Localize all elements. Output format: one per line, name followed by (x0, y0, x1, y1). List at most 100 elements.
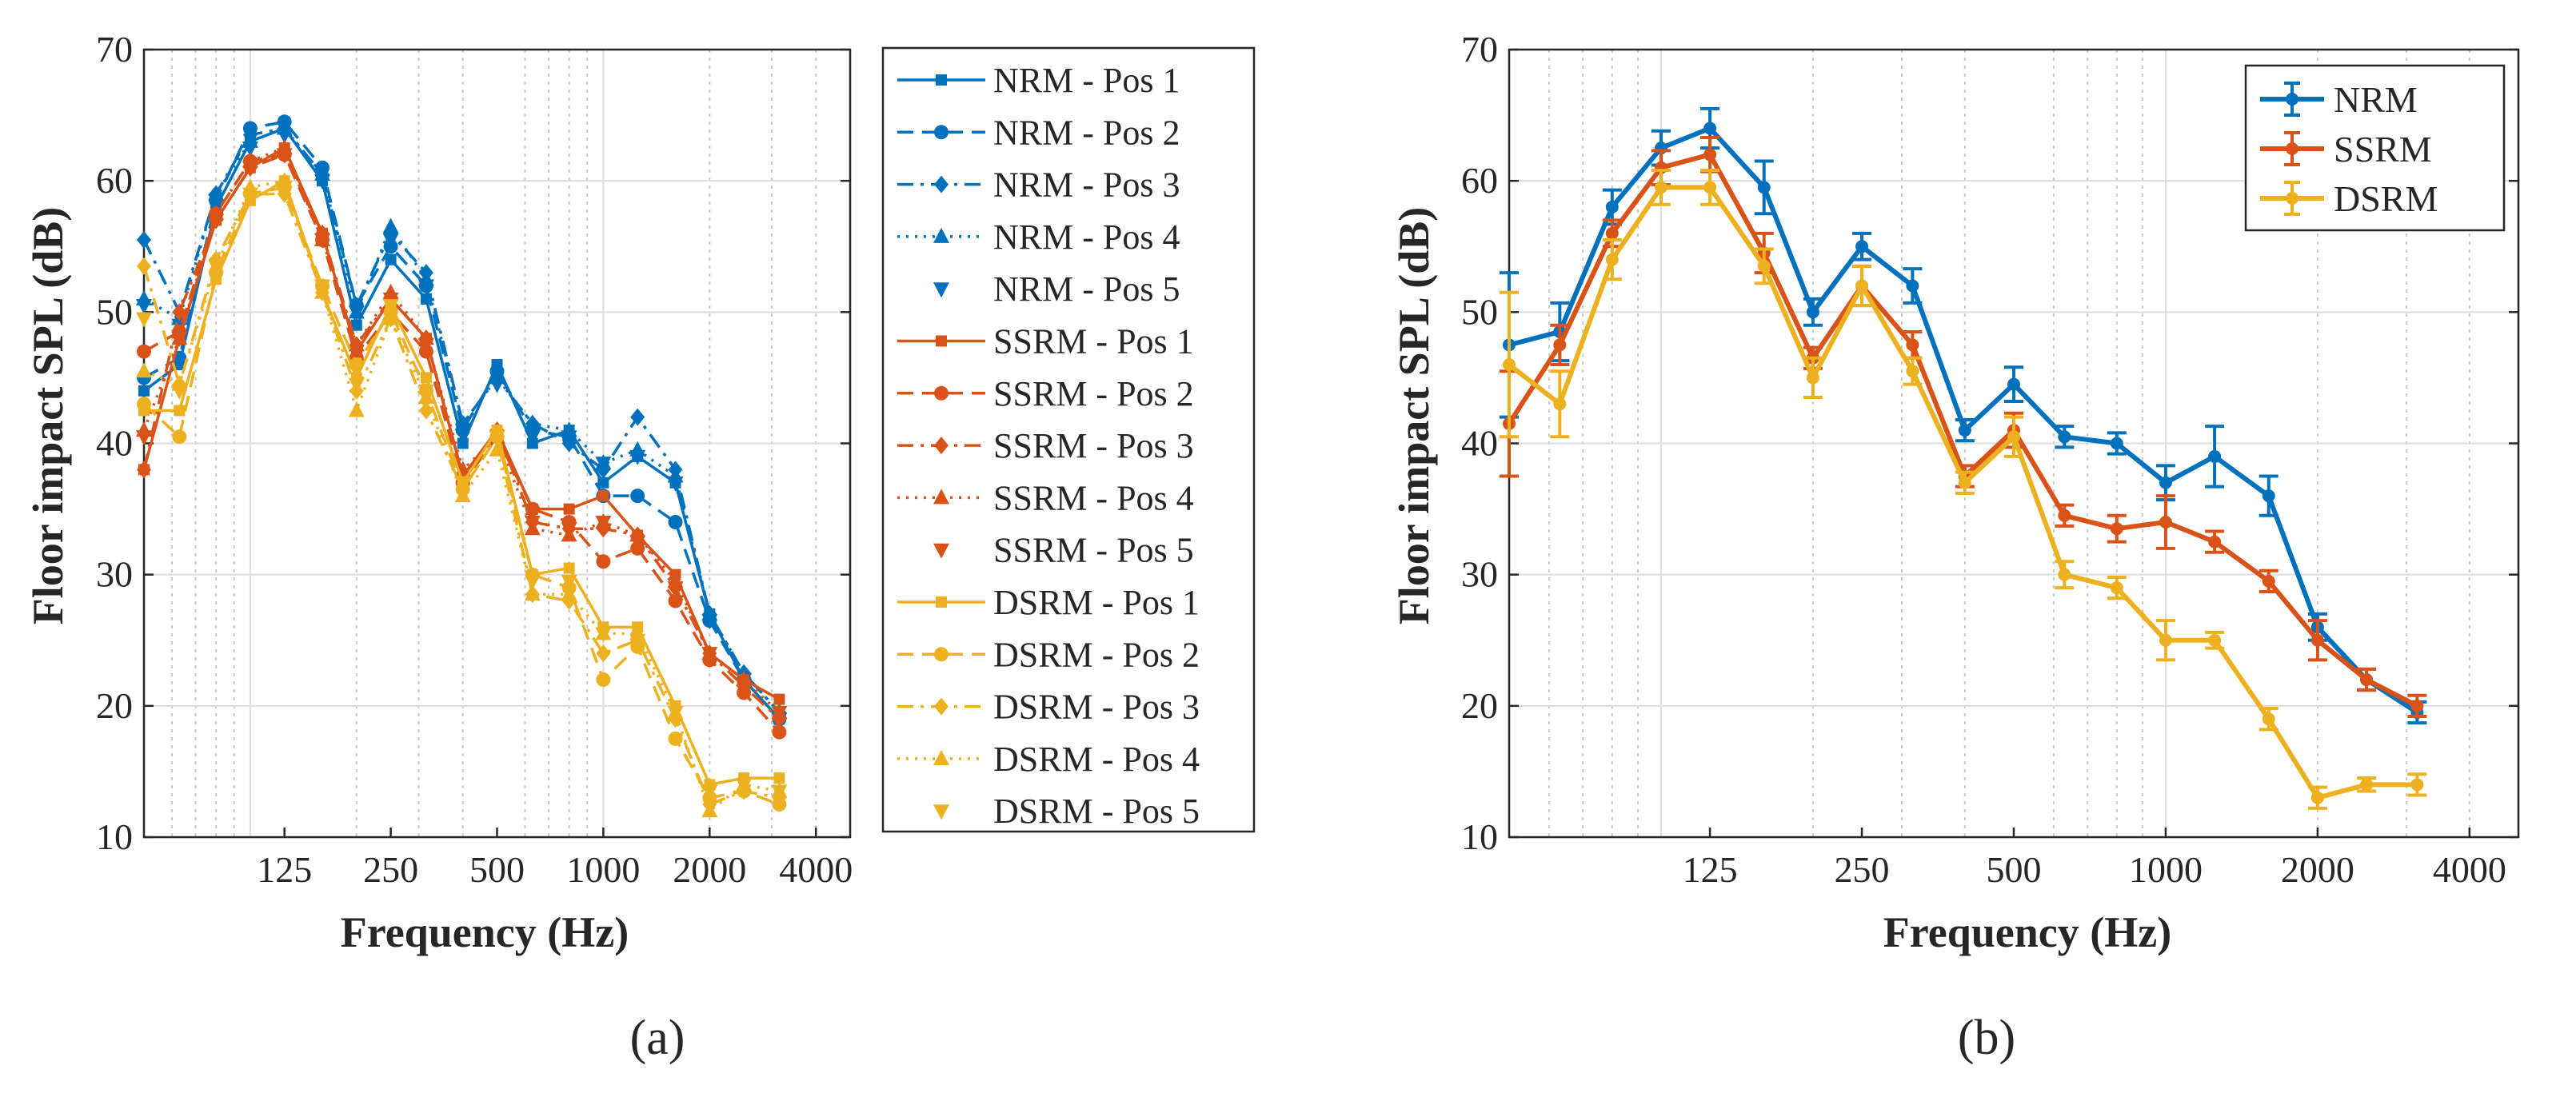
panel-b-ytick-label: 70 (1461, 29, 1498, 70)
data-point (417, 279, 434, 295)
data-point (595, 457, 612, 473)
data-point (136, 299, 152, 315)
panel-a: Floor impact SPL (dB) Frequency (Hz) (a) (24, 207, 685, 1065)
panel-a-xlabel: Frequency (Hz) (341, 908, 629, 956)
data-point (563, 503, 575, 515)
data-point (2262, 574, 2275, 588)
data-point (736, 680, 753, 696)
data-point (2159, 476, 2172, 489)
panel-a-sublabel: (a) (630, 1011, 685, 1065)
panel-b-sublabel: (b) (1958, 1011, 2015, 1065)
data-point (561, 522, 577, 538)
data-point (2110, 437, 2123, 450)
data-point (489, 441, 505, 457)
panel-a-xtick-label: 250 (363, 849, 418, 890)
panel-a-ytick-label: 10 (96, 816, 133, 857)
data-point (382, 217, 399, 233)
legend-entry: SSRM (2260, 129, 2432, 170)
data-point (417, 338, 434, 354)
data-point (382, 309, 399, 325)
data-point (314, 174, 331, 190)
panel-a-ylabel: Floor impact SPL (dB) (24, 207, 72, 625)
legend-entry: NRM - Pos 3 (897, 166, 1180, 205)
data-point (348, 377, 365, 393)
data-point (668, 731, 683, 746)
data-point (667, 476, 684, 492)
panel-b-xtick-label: 4000 (2433, 849, 2506, 890)
data-point (348, 305, 365, 321)
legend-marker (933, 543, 949, 559)
data-point (596, 554, 611, 569)
panel-b-xtick-label: 2000 (2281, 849, 2354, 890)
data-point (1703, 122, 1717, 135)
data-point (629, 535, 646, 551)
legend-label: NRM - Pos 4 (993, 217, 1180, 257)
legend-entry: DSRM - Pos 1 (897, 583, 1200, 622)
data-point (701, 784, 718, 800)
data-point (2208, 633, 2222, 647)
data-point (595, 627, 612, 643)
legend-entry: SSRM - Pos 2 (897, 374, 1194, 413)
data-point (171, 332, 188, 348)
data-point (314, 279, 331, 295)
data-point (1553, 338, 1567, 352)
data-point (736, 778, 753, 794)
panel-b-ytick-label: 60 (1461, 160, 1498, 201)
panel-a-plot: 10 20 30 40 50 60 70 125 250 500 1000 2000 4000 (96, 29, 853, 890)
panel-b-xtick-label: 500 (1987, 849, 2042, 890)
data-point (2110, 522, 2123, 536)
data-point (454, 487, 471, 503)
legend-label: SSRM - Pos 3 (993, 426, 1194, 465)
data-point (595, 516, 612, 531)
data-point (1906, 338, 1919, 352)
legend-marker (933, 227, 949, 243)
legend-entry: NRM - Pos 2 (897, 113, 1180, 152)
panel-a-ytick-label: 40 (96, 423, 133, 464)
data-point (349, 357, 364, 372)
data-point (561, 430, 577, 446)
legend-label: NRM (2334, 79, 2418, 120)
data-point (172, 303, 187, 321)
legend-label: SSRM - Pos 1 (993, 322, 1194, 361)
data-point (137, 461, 151, 479)
legend-box (881, 46, 1256, 833)
data-point (242, 142, 258, 158)
data-point (524, 430, 541, 446)
panel-b-ytick-label: 20 (1461, 685, 1498, 726)
data-point (524, 516, 541, 531)
legend-marker (933, 282, 949, 298)
data-point (1703, 181, 1717, 194)
panel-a-series-nrm-pos-5 (136, 128, 788, 728)
data-point (242, 161, 258, 177)
data-point (2208, 449, 2222, 463)
legend-marker (933, 489, 949, 505)
data-point (172, 429, 187, 445)
legend-label: NRM - Pos 2 (993, 113, 1180, 152)
panel-b-series-dsrm (1500, 169, 2427, 810)
data-point (1605, 226, 1619, 240)
legend-label: SSRM (2334, 129, 2432, 170)
data-point (208, 259, 225, 275)
panel-a-legend: NRM - Pos 1 NRM - Pos 2 NRM - Pos 3 NRM - P… (881, 46, 1256, 833)
data-point (2410, 778, 2424, 792)
data-point (2058, 430, 2071, 444)
data-point (1958, 424, 1971, 437)
data-point (524, 414, 541, 430)
panel-b-xtick-label: 125 (1683, 849, 1738, 890)
legend-label: SSRM - Pos 4 (993, 478, 1194, 517)
panel-a-xtick-label: 500 (469, 849, 525, 890)
legend-label: DSRM - Pos 2 (993, 635, 1200, 674)
legend-entry: SSRM - Pos 3 (897, 426, 1194, 465)
legend-label: DSRM - Pos 3 (993, 688, 1200, 727)
data-point (524, 574, 541, 590)
data-point (382, 233, 399, 249)
legend-marker (933, 804, 949, 820)
panel-a-ytick-label: 70 (96, 29, 133, 70)
legend-label: NRM - Pos 1 (993, 61, 1180, 100)
data-point (136, 312, 152, 328)
data-point (597, 490, 609, 502)
legend-entry: SSRM - Pos 5 (933, 531, 1194, 570)
data-point (1757, 259, 1771, 273)
legend-marker (936, 335, 947, 347)
